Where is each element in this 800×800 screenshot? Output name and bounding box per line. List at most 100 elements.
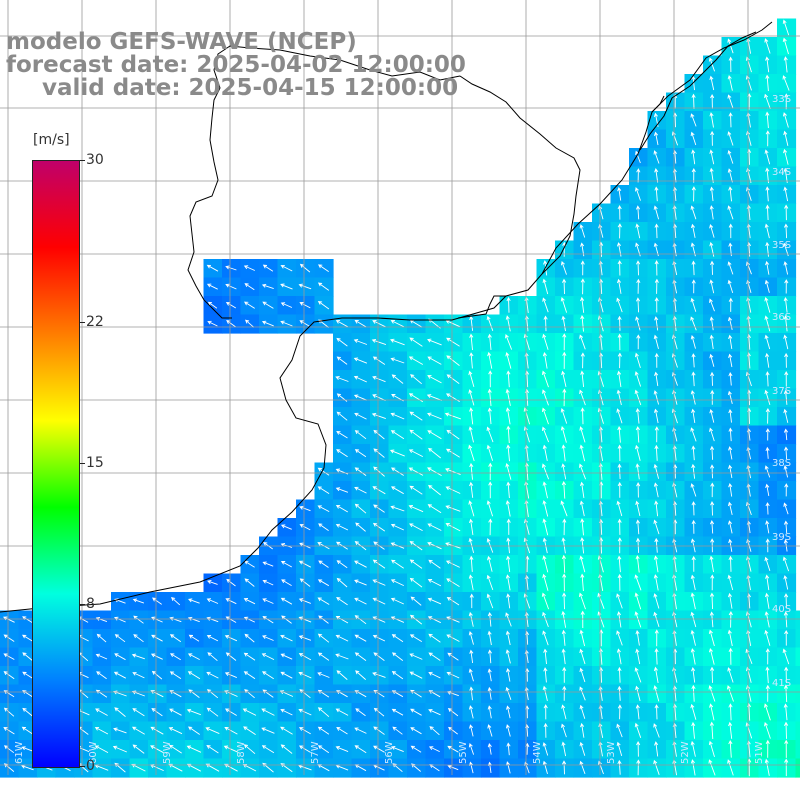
wind-arrow [690,703,697,720]
wind-arrow [783,721,789,739]
wind-arrow [150,653,163,660]
wind-arrow [170,596,181,606]
wind-arrow [783,575,789,590]
wind-arrow [445,486,461,494]
wind-arrow [765,648,770,665]
wind-arrow [691,445,696,461]
wind-arrow [561,704,567,720]
wind-arrow [560,408,568,424]
colorbar [32,160,80,768]
wind-arrow [728,482,733,497]
wind-arrow [487,742,492,755]
wind-arrow [372,486,386,495]
wind-arrow [206,616,219,623]
wind-arrow [727,38,734,54]
wind-arrow [764,611,770,628]
wind-arrow [298,745,311,753]
wind-arrow [469,649,474,664]
wind-arrow [616,278,622,294]
latitude-labels: 33S 34S 35S 36S 37S 38S 39S 40S 41S [772,94,791,689]
wind-arrow [617,463,622,480]
wind-arrow [262,671,274,680]
wind-arrow [653,685,660,702]
wind-arrow [336,356,348,365]
wind-arrow [636,482,641,498]
wind-arrow [690,574,696,591]
wind-arrow [728,334,733,349]
wind-arrow [653,555,659,573]
wind-arrow [580,296,585,313]
wind-arrow [373,745,385,753]
wind-arrow [616,593,623,609]
wind-arrow [562,592,567,610]
wind-arrow [709,353,715,367]
wind-arrow [709,224,715,238]
wind-arrow [765,446,770,459]
wind-arrow [709,316,714,331]
wind-arrow [409,653,423,660]
wind-arrow [672,685,677,702]
wind-arrow [428,671,441,679]
longitude-label: 53W [606,741,617,764]
wind-arrow [784,629,789,646]
wind-arrow [506,481,511,499]
wind-arrow [691,666,696,683]
wind-arrow [409,577,423,588]
wind-arrow [469,724,474,737]
wind-arrow [469,407,474,425]
wind-arrow [690,759,696,776]
wind-arrow [764,149,771,165]
wind-arrow [262,635,274,641]
wind-arrow [225,598,237,605]
wind-arrow [506,444,511,462]
wind-arrow [672,444,677,461]
wind-arrow [783,315,788,332]
wind-arrow [206,671,219,679]
wind-arrow [427,579,442,587]
wind-arrow [151,634,163,642]
wind-arrow [579,629,586,647]
wind-arrow [580,407,585,425]
wind-arrow [486,593,494,609]
wind-arrow [353,394,367,401]
wind-arrow [372,634,386,642]
wind-arrow [354,467,367,476]
wind-speed-cell [795,721,800,741]
wind-arrow [580,314,585,332]
wind-arrow [783,703,788,721]
wind-arrow [580,610,585,629]
wind-arrow [354,412,367,420]
wind-arrow [764,93,771,110]
wind-arrow [371,412,386,420]
wind-arrow [22,707,33,717]
wind-arrow [542,333,549,350]
wind-arrow [95,708,108,716]
valid-date: valid date: 2025-04-15 12:00:00 [42,75,459,101]
wind-arrow [409,485,423,495]
wind-arrow [373,429,385,440]
wind-arrow [579,426,586,443]
wind-arrow [169,616,182,623]
wind-arrow [691,186,696,202]
wind-arrow [3,727,15,735]
wind-arrow [710,389,715,405]
wind-arrow [373,504,385,513]
wind-arrow [541,370,549,388]
latitude-label: 39S [772,532,791,543]
wind-arrow [561,444,566,462]
wind-arrow [94,745,109,753]
wind-arrow [617,555,622,573]
wind-arrow [653,390,660,405]
wind-arrow [336,670,348,680]
wind-arrow [598,462,603,480]
wind-arrow [784,593,789,609]
wind-arrow [317,707,330,718]
wind-arrow [542,389,549,406]
wind-arrow [468,426,474,443]
wind-arrow [391,634,404,643]
wind-arrow [727,501,733,516]
wind-arrow [372,672,386,678]
wind-arrow [243,744,256,755]
wind-arrow [690,297,697,312]
